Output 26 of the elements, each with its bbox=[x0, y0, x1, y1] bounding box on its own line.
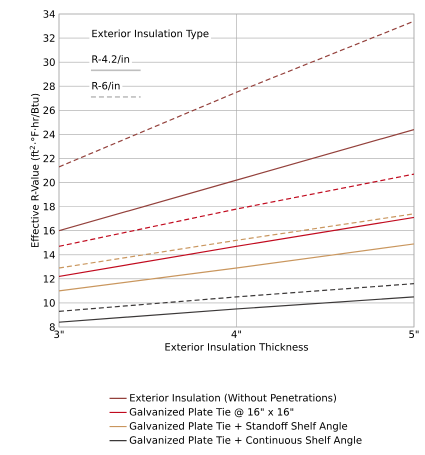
y-tick-label: 32 bbox=[44, 34, 54, 42]
y-tick-label: 8 bbox=[50, 323, 55, 331]
legend-label: Galvanized Plate Tie + Standoff Shelf Angle bbox=[130, 422, 348, 432]
y-tick-label: 28 bbox=[43, 82, 55, 90]
x-tick-label: 3" bbox=[54, 330, 64, 338]
y-tick-label: 14 bbox=[44, 251, 55, 258]
legend-label: Galvanized Plate Tie + Continuous Shelf Angle bbox=[130, 436, 362, 446]
x-tick-label: 4" bbox=[232, 330, 242, 338]
legend-label: Galvanized Plate Tie @ 16" x 16" bbox=[130, 408, 294, 418]
y-axis-title: Effective R-Value (ft$^{2}$·°F·hr/Btu) bbox=[30, 94, 40, 248]
annotation: R-6/in bbox=[92, 82, 120, 90]
y-tick-label: 16 bbox=[44, 226, 55, 234]
x-tick-label: 5" bbox=[409, 330, 419, 338]
x-axis-title: Exterior Insulation Thickness bbox=[165, 342, 308, 351]
y-tick-label: 12 bbox=[44, 275, 54, 283]
y-tick-label: 18 bbox=[44, 202, 55, 210]
y-tick-label: 10 bbox=[44, 299, 55, 307]
legend-title: Exterior Insulation Type bbox=[92, 30, 209, 40]
legend-label: Exterior Insulation (Without Penetrations) bbox=[130, 394, 336, 403]
y-tick-label: 26 bbox=[43, 106, 55, 114]
y-tick-label: 24 bbox=[43, 130, 55, 138]
y-tick-label: 20 bbox=[43, 178, 55, 186]
y-tick-label: 34 bbox=[44, 10, 55, 18]
annotation: R-4.2/in bbox=[92, 55, 130, 64]
y-tick-label: 22 bbox=[43, 154, 54, 162]
y-tick-label: 30 bbox=[44, 58, 55, 66]
